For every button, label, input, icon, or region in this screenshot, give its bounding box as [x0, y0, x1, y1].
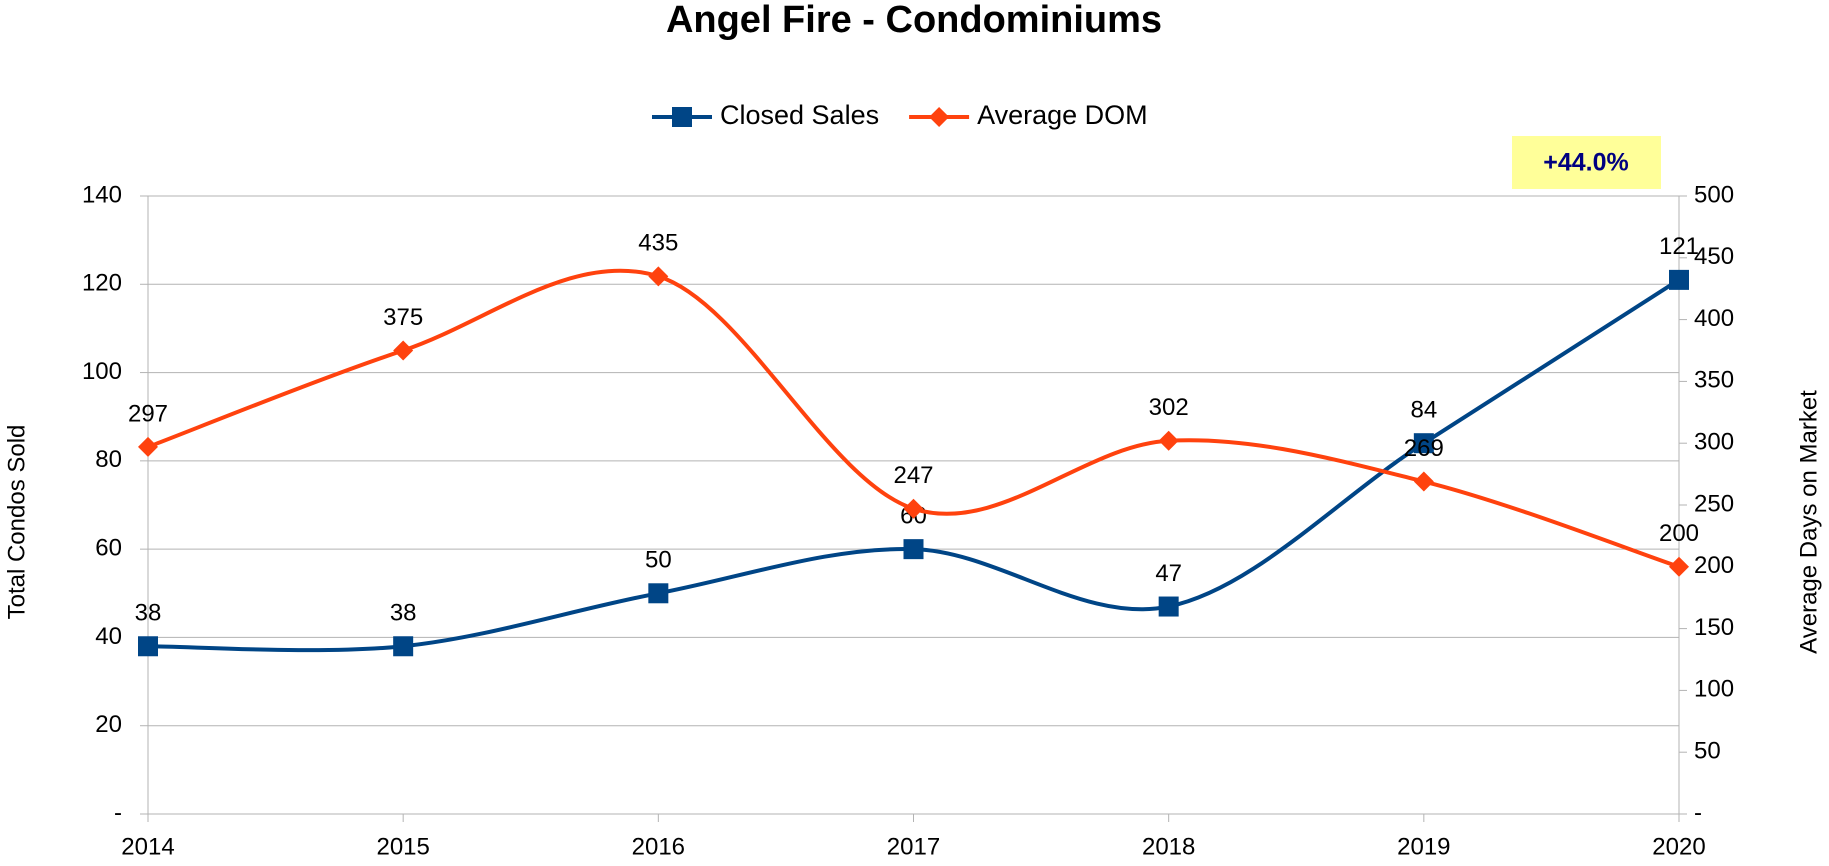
y2-tick-label: 350 [1694, 367, 1734, 394]
x-tick-label: 2018 [1142, 833, 1195, 860]
data-label: 269 [1404, 435, 1444, 462]
legend-marker [929, 107, 950, 127]
point [648, 583, 669, 604]
point [1669, 556, 1689, 577]
y2-tick-label: 200 [1694, 552, 1734, 579]
y-tick-label: 60 [95, 534, 122, 561]
data-label: 38 [135, 600, 162, 627]
y-tick-label: 140 [82, 181, 122, 208]
x-tick-label: 2020 [1652, 833, 1705, 860]
point [903, 498, 924, 519]
annotation: +44.0% [1543, 149, 1629, 177]
y-tick-label: 100 [82, 358, 122, 385]
y2-tick-label: 450 [1694, 243, 1734, 270]
x-tick-label: 2016 [632, 833, 685, 860]
point [1413, 433, 1434, 454]
data-label: 84 [1410, 397, 1437, 424]
y2-tick-label: 300 [1694, 429, 1734, 456]
y2-tick-label: 100 [1694, 676, 1734, 703]
x-tick-label: 2017 [887, 833, 940, 860]
chart-title: Angel Fire - Condominiums [666, 0, 1162, 41]
point [138, 436, 158, 457]
point [138, 636, 158, 657]
point [1413, 471, 1434, 492]
y-tick-label: - [114, 799, 122, 826]
y2-tick-label: 250 [1694, 490, 1734, 517]
legend-label: Average DOM [977, 100, 1148, 130]
data-label: 47 [1155, 560, 1182, 587]
point [393, 636, 414, 657]
data-label: 297 [128, 400, 168, 427]
y-tick-label: 120 [82, 270, 122, 297]
point [1158, 430, 1179, 451]
point [1158, 596, 1179, 617]
point [1669, 269, 1689, 290]
data-label: 38 [390, 600, 417, 627]
data-label: 375 [383, 304, 423, 331]
y-tick-label: 40 [95, 623, 122, 650]
y-tick-label: 20 [95, 711, 122, 738]
data-label: 121 [1659, 233, 1699, 260]
legend-marker [672, 107, 692, 127]
data-label: 435 [638, 230, 678, 257]
data-label: 50 [645, 547, 672, 574]
legend-label: Closed Sales [720, 100, 879, 130]
x-tick-label: 2014 [121, 833, 174, 860]
annotation-box [1512, 136, 1661, 189]
y2-tick-label: 150 [1694, 614, 1734, 641]
point [648, 266, 669, 287]
y2-tick-label: 50 [1694, 738, 1721, 765]
y2-axis-title: Average Days on Market [1795, 390, 1822, 654]
data-label: 200 [1659, 520, 1699, 547]
y-tick-label: 80 [95, 446, 122, 473]
y-axis-title: Total Condos Sold [3, 425, 30, 620]
data-label: 247 [893, 462, 933, 489]
y2-tick-label: 500 [1694, 181, 1734, 208]
data-label: 302 [1149, 394, 1189, 421]
point [393, 340, 414, 361]
y2-tick-label: - [1694, 799, 1702, 826]
x-tick-label: 2015 [376, 833, 429, 860]
y2-tick-label: 400 [1694, 305, 1734, 332]
x-tick-label: 2019 [1397, 833, 1450, 860]
point [903, 539, 924, 560]
